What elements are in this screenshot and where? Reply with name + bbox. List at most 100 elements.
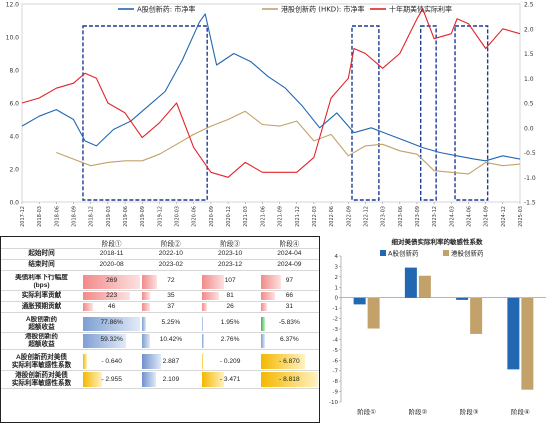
cell-value: 2.76%	[220, 336, 240, 343]
series-line	[21, 8, 521, 178]
x-tick-label: 2021-09	[278, 206, 284, 227]
table-cell: - 0.640	[82, 353, 142, 371]
cell-value: 72	[167, 277, 175, 284]
cell-content: - 6.870	[260, 353, 319, 370]
x-tick-label: 2018-09	[72, 206, 78, 227]
legend-label: A股创新药: 市净率	[137, 5, 195, 14]
y-tick-label: 0	[335, 296, 339, 302]
cell-content: 2023-02	[141, 260, 200, 270]
row-label: 美债利率下行幅度 (bps)	[1, 274, 82, 291]
cell-value: - 2.955	[101, 376, 122, 383]
cell-value: 46	[107, 303, 116, 310]
x-tick-label: 2017-12	[20, 206, 26, 227]
y-tick-label: -3	[333, 327, 339, 333]
cell-data-bar	[201, 372, 224, 387]
row-label: 港股创新药对美债 实际利率敏感性系数	[1, 370, 82, 389]
y-tick-label: 4	[335, 254, 339, 260]
cell-data-bar	[260, 354, 306, 369]
x-tick-label: 2020-09	[209, 206, 215, 227]
left-axis-tick: 2.0	[9, 167, 19, 174]
x-category-label: 阶段③	[460, 407, 479, 416]
row-label-line: (bps)	[33, 282, 50, 289]
bar	[353, 297, 366, 305]
bar	[418, 275, 431, 298]
table-cell: 2020-08	[82, 259, 142, 271]
legend-label: 十年期美债实际利率	[389, 5, 452, 14]
row-label-line: 起始时间	[28, 250, 55, 257]
cell-value: 2.887	[162, 358, 180, 365]
cell-content: 2.76%	[201, 333, 260, 349]
table-cell: -5.83%	[259, 316, 319, 333]
cell-data-bar	[83, 275, 140, 289]
table-cell: - 6.870	[259, 353, 319, 371]
cell-content: - 0.209	[201, 353, 260, 370]
table-row: 结束时间 2020-08 2023-02 2023-12 2024-09	[1, 259, 319, 271]
x-tick-label: 2020-03	[175, 206, 181, 227]
table-cell: 107	[200, 274, 260, 291]
x-tick-label: 2022-06	[329, 206, 335, 227]
table-header-cell: 阶段①	[82, 237, 142, 249]
row-label-line: 通胀预期贡献	[21, 303, 62, 310]
right-axis-tick: 0.0	[524, 125, 534, 132]
table-row: 通胀预期贡献 46 37 26 31	[1, 301, 319, 313]
cell-content: 2024-09	[260, 260, 319, 270]
table-row: 实际利率贡献 223 35 81 66	[1, 290, 319, 302]
table-cell: 77.86%	[82, 316, 142, 333]
table-header-cell: 阶段②	[141, 237, 201, 249]
left-axis-tick: 10.0	[6, 35, 20, 42]
cell-value: 2020-08	[99, 261, 124, 268]
row-label: A股创新药 超额收益	[1, 316, 82, 333]
cell-content: 2.887	[141, 353, 200, 370]
cell-value: 31	[285, 303, 294, 310]
cell-content: 5.25%	[141, 316, 200, 332]
cell-data-bar	[142, 317, 147, 331]
table-cell: 2023-02	[141, 259, 201, 271]
highlight-period	[419, 25, 437, 201]
cell-data-bar	[142, 334, 150, 348]
x-tick-label: 2019-06	[123, 206, 129, 227]
cell-data-bar	[83, 354, 88, 369]
table-cell: 269	[82, 274, 142, 291]
cell-value: 223	[106, 292, 118, 299]
table-cell: 66	[259, 290, 319, 302]
row-label-line: 超额收益	[28, 324, 55, 331]
cell-value: 2022-10	[158, 250, 183, 257]
legend-swatch	[443, 250, 449, 256]
right-axis-tick: 2.5	[524, 2, 534, 9]
cell-content: - 0.640	[82, 353, 141, 370]
cell-data-bar	[260, 372, 318, 387]
left-axis-tick: 6.0	[9, 101, 19, 108]
cell-value: 2023-10	[218, 250, 243, 257]
cell-value: 6.37%	[280, 336, 299, 343]
cell-data-bar	[201, 354, 203, 369]
cell-value: 2023-02	[158, 261, 183, 268]
row-label-line: 超额收益	[28, 341, 55, 348]
bar	[404, 267, 417, 298]
series-line	[21, 13, 521, 162]
sensitivity-bar-chart: 细对美债实际利率的敏感性系数 A股创新药 港股创新药 4 3 2 1 0 -1 -2 -3 -4 -5 -…	[329, 237, 546, 416]
table-row: 港股创新药对美债 实际利率敏感性系数 - 2.955 2.109 - 3.471 - 8.…	[1, 370, 319, 389]
row-label: 结束时间	[1, 259, 82, 271]
table-row: 起始时间 2018-11 2022-10 2023-10 2024-04	[1, 248, 319, 260]
x-tick-label: 2019-03	[106, 206, 112, 227]
cell-data-bar	[201, 303, 207, 311]
cell-content: 37	[141, 302, 200, 312]
cell-data-bar	[83, 317, 140, 331]
right-axis-tick: -0.5	[524, 150, 536, 157]
cell-content: 2023-12	[201, 260, 260, 270]
cell-content: 77.86%	[82, 316, 141, 332]
y-tick-label: -6	[333, 358, 339, 364]
table-row: A股创新药 超额收益 77.86% 5.25% 1.95% -5.83%	[1, 316, 319, 333]
cell-content: 1.95%	[201, 316, 260, 332]
legend-swatch	[380, 250, 386, 256]
bar	[456, 297, 469, 300]
x-tick-label: 2023-12	[432, 206, 438, 227]
table-cell: 10.42%	[141, 332, 201, 350]
x-tick-label: 2024-12	[501, 206, 507, 227]
table-cell: - 0.209	[200, 353, 260, 371]
x-tick-label: 2024-03	[449, 206, 455, 227]
cell-value: 35	[167, 292, 175, 299]
table-cell: 2018-11	[82, 248, 142, 260]
cell-value: - 3.471	[219, 376, 241, 383]
cell-content: - 2.955	[82, 371, 141, 388]
